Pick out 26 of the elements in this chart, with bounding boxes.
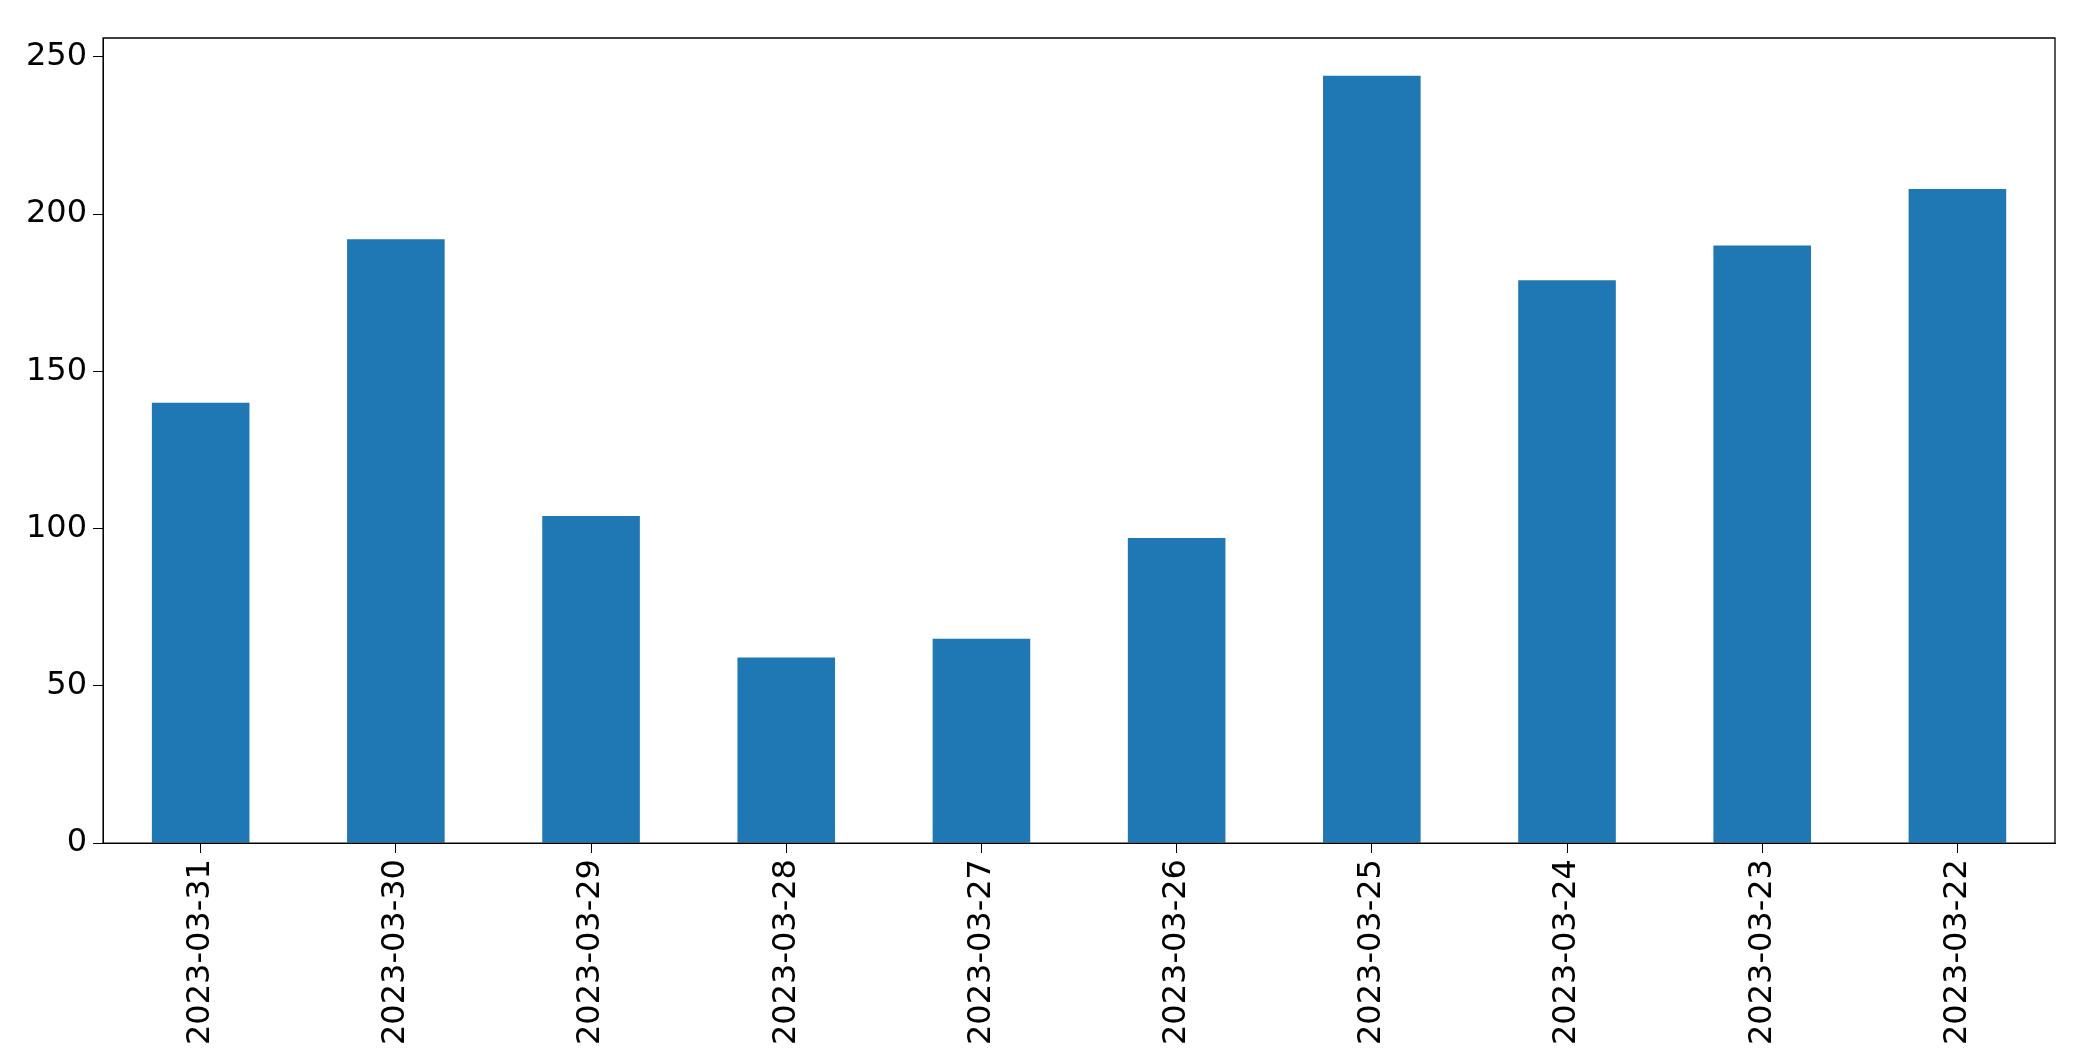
bar — [347, 239, 445, 843]
y-tick-label: 150 — [26, 349, 88, 388]
x-tick-label: 2023-03-29 — [569, 859, 608, 1045]
bar — [932, 638, 1031, 843]
bar — [542, 515, 640, 843]
y-tick-label: 0 — [66, 821, 88, 860]
bar — [1908, 188, 2007, 843]
y-tick-label: 50 — [46, 664, 88, 703]
x-tick-label: 2023-03-27 — [959, 859, 998, 1045]
x-tick-label: 2023-03-25 — [1350, 859, 1389, 1045]
x-tick-label: 2023-03-30 — [374, 859, 413, 1045]
bar — [737, 657, 836, 843]
x-tick-label: 2023-03-22 — [1935, 859, 1974, 1045]
bar — [151, 402, 250, 843]
bar — [1127, 538, 1226, 843]
bar — [1323, 75, 1421, 843]
y-tick-label: 250 — [26, 35, 88, 74]
x-tick-label: 2023-03-31 — [178, 859, 217, 1045]
y-tick-label: 200 — [26, 192, 88, 231]
x-tick-label: 2023-03-24 — [1545, 859, 1584, 1045]
bar — [1518, 280, 1616, 843]
x-tick-label: 2023-03-28 — [764, 859, 803, 1045]
y-tick-label: 100 — [26, 506, 88, 545]
bar — [1713, 245, 1812, 843]
x-tick-label: 2023-03-26 — [1154, 859, 1193, 1045]
x-tick-label: 2023-03-23 — [1740, 859, 1779, 1045]
